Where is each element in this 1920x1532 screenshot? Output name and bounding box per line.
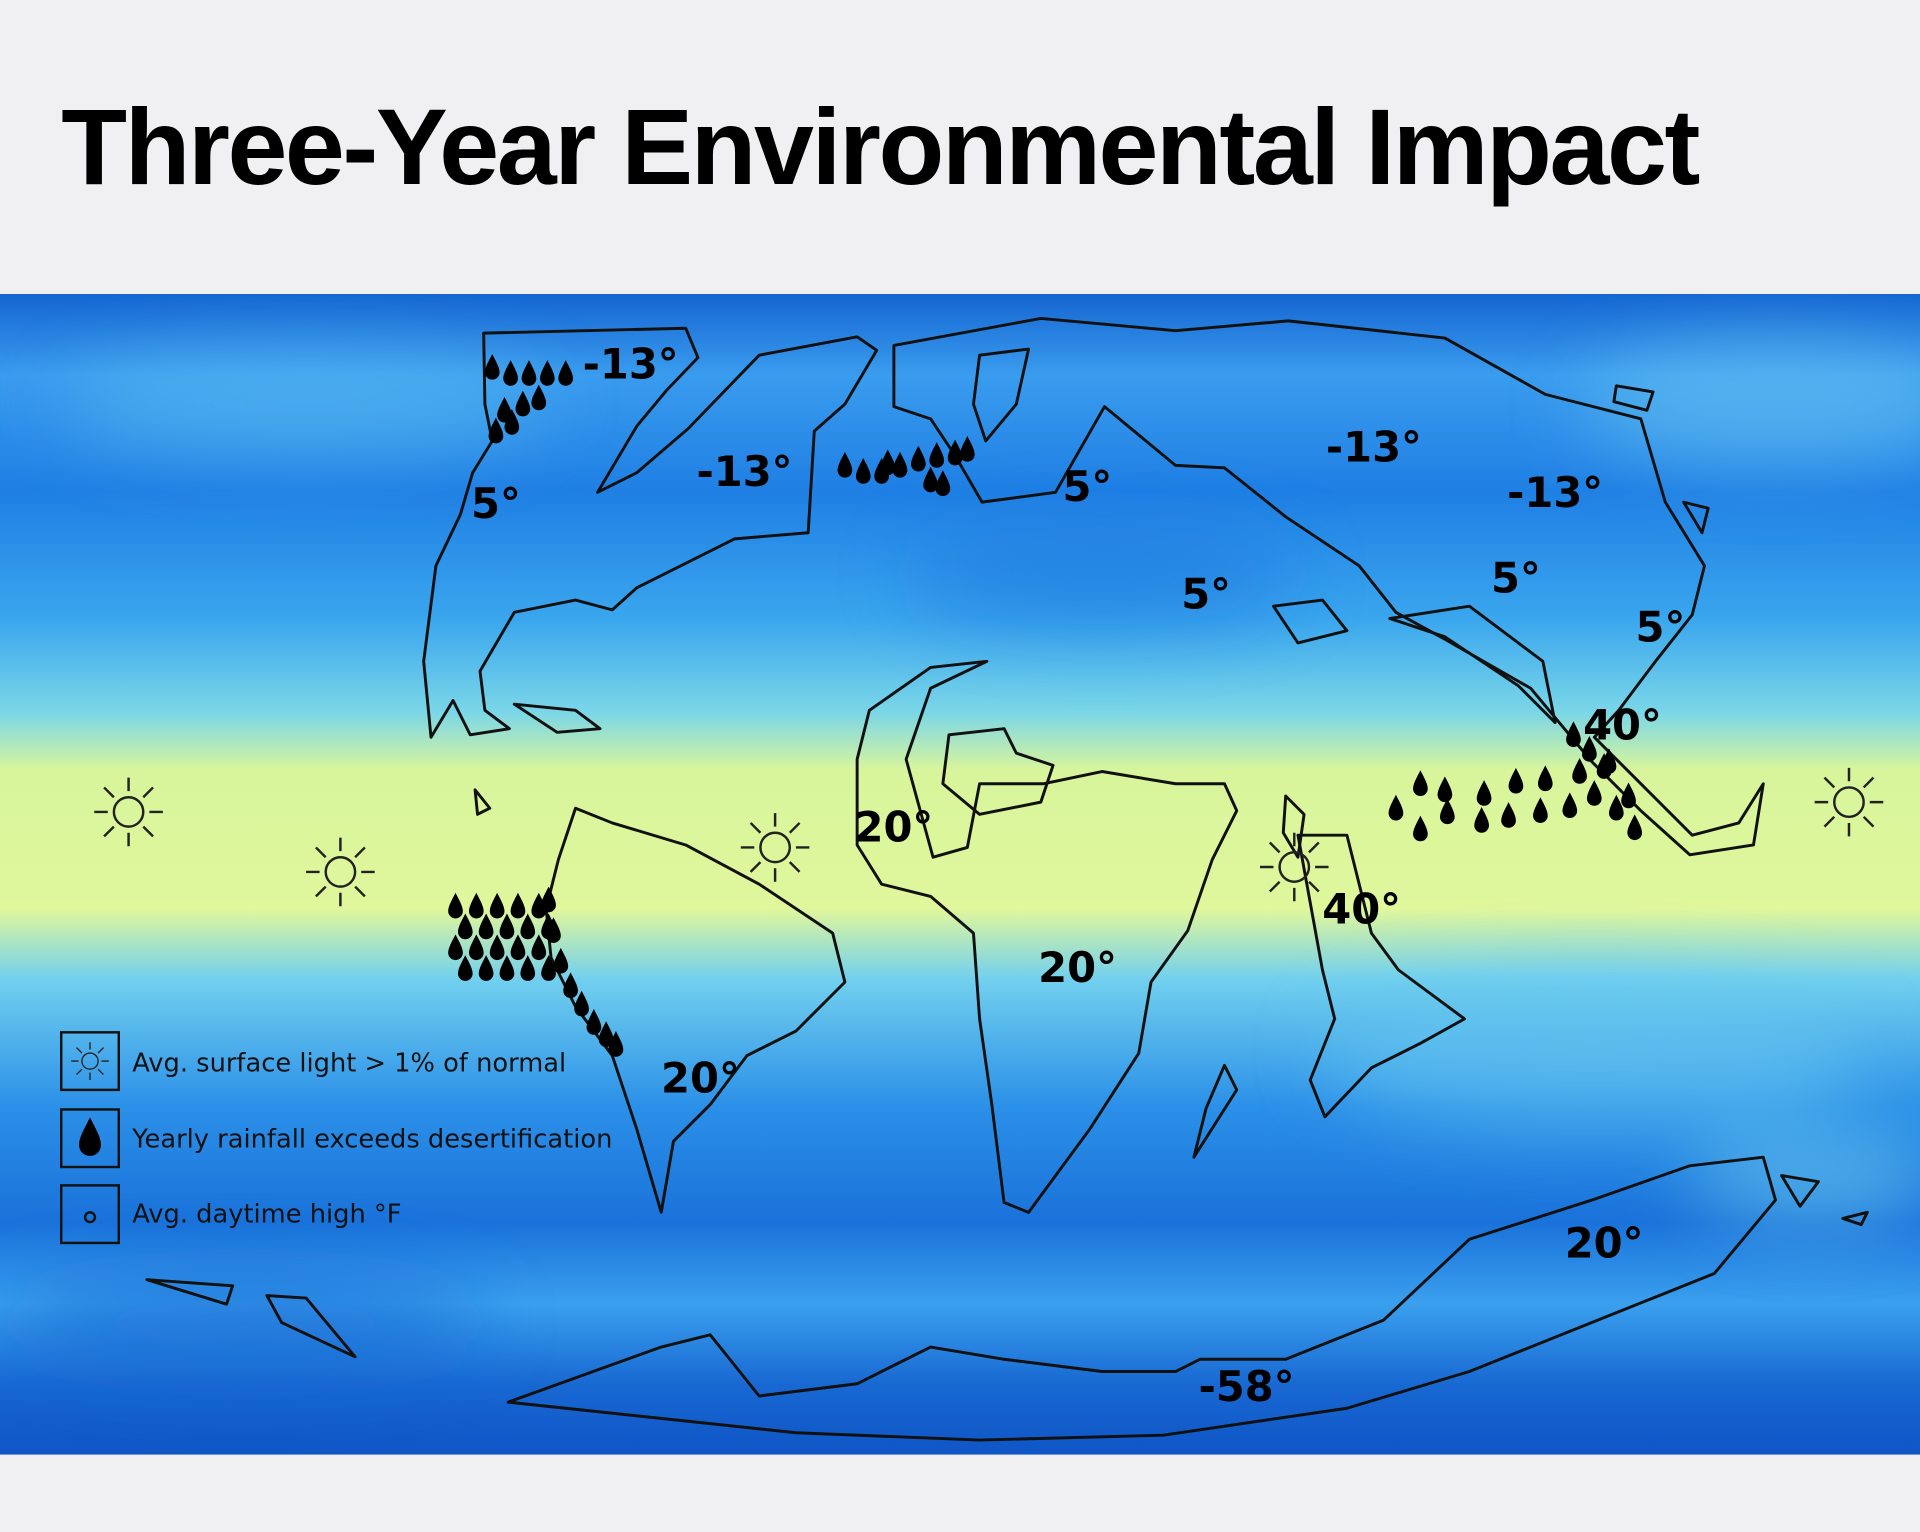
temperature-label: 20° xyxy=(855,802,934,851)
temperature-label: 20° xyxy=(1565,1219,1644,1268)
legend-label: Avg. daytime high °F xyxy=(132,1199,401,1229)
temperature-label: -58° xyxy=(1199,1362,1295,1411)
temperature-label: 40° xyxy=(1583,701,1662,750)
footer xyxy=(0,1454,1920,1532)
legend: Avg. surface light > 1% of normal Yearly… xyxy=(60,1031,612,1245)
temperature-label: 5° xyxy=(471,479,521,528)
heatmap xyxy=(0,293,1920,1455)
title: Three-Year Environmental Impact xyxy=(61,86,1699,207)
temperature-label: 20° xyxy=(661,1053,740,1102)
temperature-label: -13° xyxy=(583,339,679,388)
temperature-label: 20° xyxy=(1038,943,1117,992)
legend-label: Avg. surface light > 1% of normal xyxy=(132,1049,566,1079)
temperature-label: -13° xyxy=(696,447,792,496)
map: -13° -13° 5° -13° -13° 5° 5° 5° 5° 40° 20° 40° 20° 20… xyxy=(0,293,1920,1455)
legend-box xyxy=(60,1184,120,1245)
temperature-labels: -13° -13° 5° -13° -13° 5° 5° 5° 5° 40° 20° 40° 20° 20… xyxy=(471,339,1685,1410)
legend-degree xyxy=(83,1211,97,1224)
temperature-label: 5° xyxy=(1491,554,1541,603)
legend-box xyxy=(60,1108,120,1169)
temperature-label: 40° xyxy=(1322,884,1401,933)
temperature-label: 5° xyxy=(1636,603,1686,652)
legend-label: Yearly rainfall exceeds desertification xyxy=(131,1125,612,1155)
legend-box xyxy=(60,1031,120,1092)
temperature-label: -13° xyxy=(1326,423,1422,472)
temperature-label: -13° xyxy=(1507,468,1603,517)
continents xyxy=(145,316,1869,1442)
heatmap-texture xyxy=(0,342,1920,1372)
temperature-label: 5° xyxy=(1062,462,1112,511)
temperature-label: 5° xyxy=(1181,570,1231,619)
